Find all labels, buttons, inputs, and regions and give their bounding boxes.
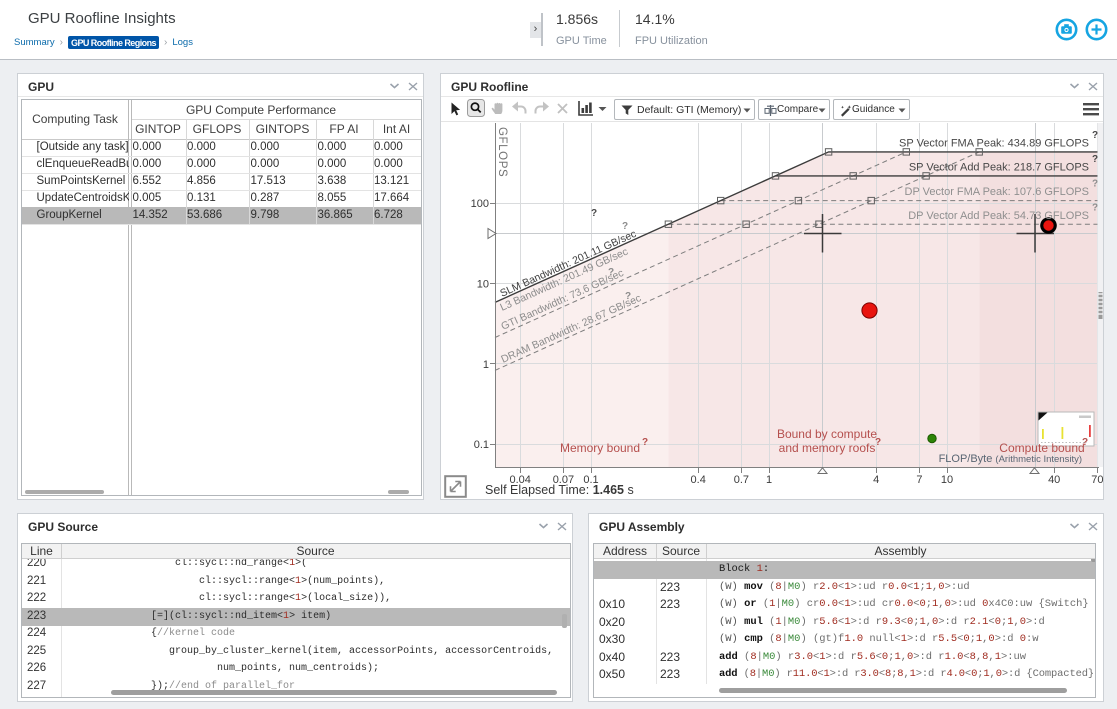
svg-text:40: 40 bbox=[1048, 474, 1060, 486]
svg-text:?: ? bbox=[591, 208, 597, 219]
svg-text:70: 70 bbox=[1091, 474, 1103, 486]
svg-text:SP Vector FMA Peak: 434.89 GFL: SP Vector FMA Peak: 434.89 GFLOPS bbox=[899, 138, 1089, 150]
svg-text:FLOP/Byte (Arithmetic Intensit: FLOP/Byte (Arithmetic Intensity) bbox=[939, 453, 1082, 465]
svg-text:?: ? bbox=[875, 437, 881, 448]
svg-text:100: 100 bbox=[471, 198, 489, 210]
svg-text:0.1: 0.1 bbox=[474, 439, 489, 451]
svg-text:4: 4 bbox=[873, 474, 879, 486]
svg-text:GFLOPS: GFLOPS bbox=[496, 127, 508, 177]
svg-text:1: 1 bbox=[483, 359, 489, 371]
svg-text:10: 10 bbox=[941, 474, 953, 486]
svg-text:?: ? bbox=[1092, 203, 1098, 214]
svg-text:?: ? bbox=[1092, 130, 1098, 141]
svg-text:SP Vector Add Peak: 218.7 GFLO: SP Vector Add Peak: 218.7 GFLOPS bbox=[909, 162, 1089, 174]
svg-text:Memory bound: Memory bound bbox=[560, 441, 640, 455]
svg-text:?: ? bbox=[608, 267, 614, 278]
svg-text:Bound by compute: Bound by compute bbox=[777, 427, 877, 441]
svg-text:?: ? bbox=[1092, 179, 1098, 190]
svg-text:7: 7 bbox=[916, 474, 922, 486]
svg-text:?: ? bbox=[642, 437, 648, 448]
svg-text:1: 1 bbox=[766, 474, 772, 486]
svg-text:?: ? bbox=[1092, 154, 1098, 165]
svg-text:0.07: 0.07 bbox=[553, 474, 574, 486]
svg-text:?: ? bbox=[1082, 437, 1088, 448]
svg-text:10: 10 bbox=[477, 279, 489, 291]
svg-text:and memory roofs: and memory roofs bbox=[779, 441, 876, 455]
svg-text:?: ? bbox=[622, 221, 628, 232]
svg-text:0.7: 0.7 bbox=[734, 474, 749, 486]
svg-text:0.1: 0.1 bbox=[583, 474, 598, 486]
svg-text:Compute bound: Compute bound bbox=[999, 441, 1084, 455]
svg-text:DP Vector FMA Peak: 107.6 GFLO: DP Vector FMA Peak: 107.6 GFLOPS bbox=[905, 186, 1089, 198]
svg-text:0.4: 0.4 bbox=[691, 474, 706, 486]
svg-text:?: ? bbox=[625, 291, 631, 302]
svg-text:0.04: 0.04 bbox=[509, 474, 530, 486]
svg-text:DP Vector Add Peak: 54.73 GFLO: DP Vector Add Peak: 54.73 GFLOPS bbox=[908, 210, 1089, 222]
